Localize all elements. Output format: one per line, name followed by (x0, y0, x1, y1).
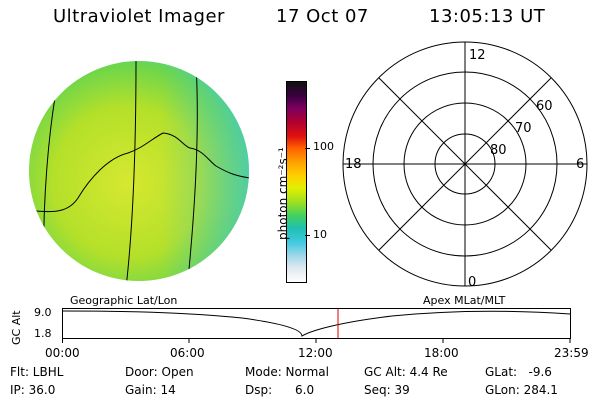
polar-mlt-label-12: 12 (469, 48, 486, 63)
meridian-line (187, 61, 198, 281)
timeline-x-tick-1200: 12:00 (298, 346, 333, 360)
dsp-readout: Dsp: 6.0 (245, 383, 315, 397)
gain-readout: Gain: 14 (125, 383, 176, 397)
filter-readout: Flt: LBHL (10, 365, 64, 379)
app-title: Ultraviolet Imager (53, 6, 225, 27)
door-readout: Door: Open (125, 365, 194, 379)
timeline-y-title: GC Alt (10, 310, 23, 345)
timeline-x-tick-1800: 18:00 (424, 346, 459, 360)
colorbar-tick-mark (305, 148, 310, 149)
polar-plot: 60 70 80 12 18 6 0 (342, 41, 588, 290)
timeline-x-tick-0600: 06:00 (170, 346, 205, 360)
ip-readout: IP: 36.0 (10, 383, 56, 397)
polar-lat-label-60: 60 (536, 99, 553, 114)
timeline-x-tick-2359: 23:59 (554, 346, 589, 360)
colorbar-unit-label: photon cm⁻²s⁻¹ (276, 147, 290, 240)
polar-diagonal (378, 77, 552, 251)
polar-lat-label-80: 80 (490, 143, 507, 158)
seq-readout: Seq: 39 (364, 383, 410, 397)
mode-readout: Mode: Normal (245, 365, 329, 379)
timeline-x-tick-0000: 00:00 (45, 346, 80, 360)
colorbar-tick-100: 100 (313, 140, 334, 153)
gc-alt-readout: GC Alt: 4.4 Re (364, 365, 448, 379)
polar-mlt-label-6: 6 (576, 157, 584, 172)
polar-mlt-label-0: 0 (468, 275, 476, 290)
polar-mlt-label-18: 18 (345, 157, 362, 172)
gc-altitude-curve (62, 310, 571, 337)
glon-readout: GLon: 284.1 (485, 383, 558, 397)
colorbar-tick-10: 10 (313, 228, 327, 241)
timeline-y-max: 9.0 (34, 306, 52, 319)
timeline-left-title: Geographic Lat/Lon (70, 294, 178, 307)
limb-glow (29, 61, 249, 281)
polar-lat-label-70: 70 (515, 121, 532, 136)
glat-readout: GLat: -9.6 (485, 365, 552, 379)
colorbar (286, 81, 307, 283)
earth-uv-image (29, 61, 249, 281)
coastline (29, 132, 249, 213)
time-label: 13:05:13 UT (429, 6, 546, 27)
colorbar-gradient (287, 82, 306, 282)
colorbar-tick-mark (305, 235, 310, 236)
timeline-right-title: Apex MLat/MLT (423, 294, 506, 307)
meridian-line (125, 61, 137, 281)
timeline-plot (62, 308, 571, 343)
timeline-y-min: 1.8 (34, 327, 52, 340)
timeline-frame (62, 308, 571, 339)
date-label: 17 Oct 07 (276, 6, 369, 27)
